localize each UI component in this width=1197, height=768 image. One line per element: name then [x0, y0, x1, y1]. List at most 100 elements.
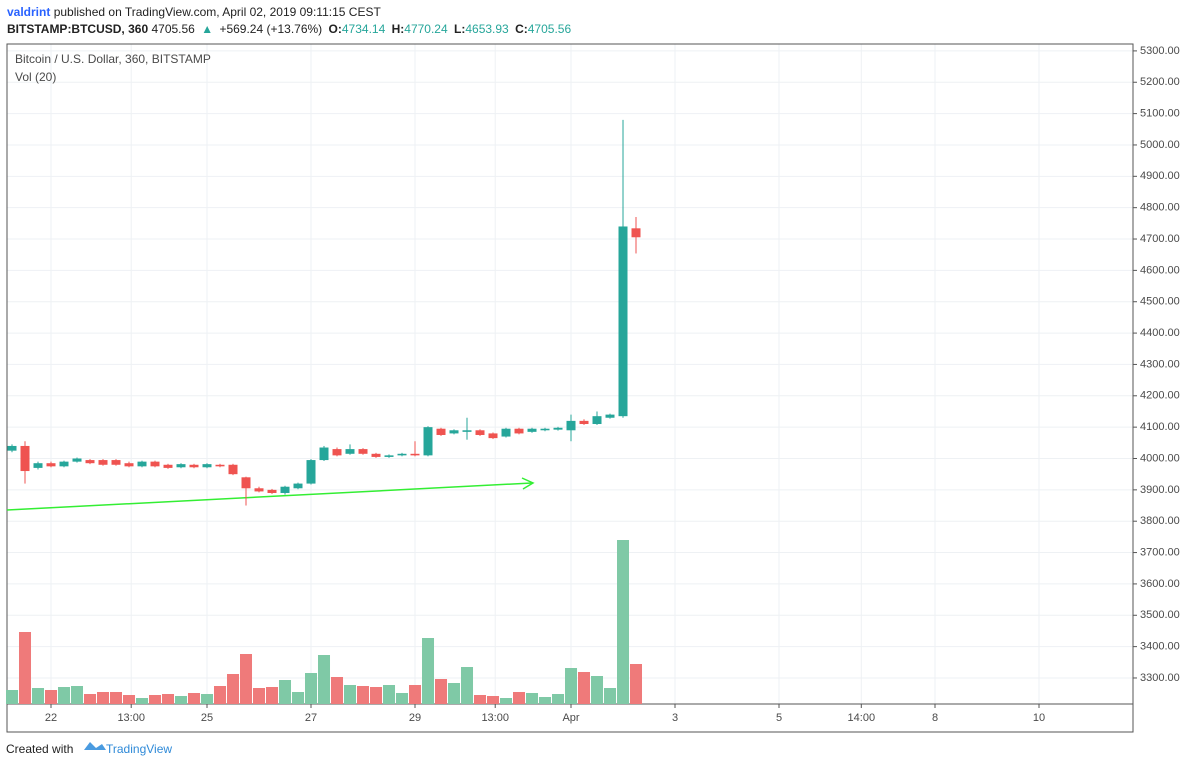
candle-body [540, 428, 550, 431]
candle-body [7, 445, 17, 451]
volume-bar [344, 685, 357, 704]
volume-bar [162, 694, 175, 704]
y-tick-label: 4300.00 [1140, 358, 1180, 370]
x-tick-label: 29 [409, 712, 421, 724]
x-tick-label: 25 [201, 712, 213, 724]
volume-bar [448, 683, 461, 704]
candle-body [332, 449, 342, 456]
volume-bar [422, 638, 435, 704]
volume-bar [253, 688, 266, 704]
volume-bar [552, 694, 565, 704]
candle-body [293, 483, 303, 489]
volume-bar [396, 693, 409, 704]
candle-body [449, 430, 459, 434]
candle-body [436, 428, 446, 435]
x-tick-label: 27 [305, 712, 317, 724]
candle-body [137, 461, 147, 467]
candle-body [579, 420, 589, 425]
volume-bar [565, 668, 578, 704]
y-tick-label: 3500.00 [1140, 609, 1180, 621]
volume-bar [370, 687, 383, 704]
candle-body [319, 447, 329, 461]
volume-bar [526, 693, 539, 704]
volume-bar [19, 632, 32, 704]
candle-body [176, 464, 186, 468]
volume-bar [214, 686, 227, 704]
candle-body [111, 460, 121, 465]
y-tick-label: 4600.00 [1140, 264, 1180, 276]
volume-bar [500, 698, 513, 704]
y-tick-label: 4100.00 [1140, 421, 1180, 433]
candle-body [501, 428, 511, 437]
volume-bar [487, 696, 500, 704]
x-tick-label: 14:00 [848, 712, 876, 724]
candle-body [202, 464, 212, 468]
candle-body [462, 430, 472, 432]
y-tick-label: 5300.00 [1140, 45, 1180, 57]
footer-created: Created with [6, 742, 73, 756]
y-tick-label: 4700.00 [1140, 233, 1180, 245]
y-tick-label: 3900.00 [1140, 484, 1180, 496]
candle-body [33, 463, 43, 468]
candle-body [553, 427, 563, 430]
candle-body [72, 458, 82, 462]
x-tick-label: 3 [672, 712, 678, 724]
ohlc-key: O: [328, 22, 342, 36]
y-tick-label: 4200.00 [1140, 390, 1180, 402]
x-tick-label: 10 [1033, 712, 1045, 724]
x-tick-label: 22 [45, 712, 57, 724]
volume-bar [461, 667, 474, 704]
candle-body [124, 463, 134, 467]
volume-bar [591, 676, 604, 704]
volume-bar [97, 692, 110, 704]
volume-label: Vol (20) [15, 70, 56, 84]
volume-bar [71, 686, 84, 704]
volume-bar [435, 679, 448, 704]
volume-bar [136, 698, 149, 704]
volume-bar [201, 694, 214, 704]
ohlc-key: L: [454, 22, 466, 36]
volume-bar [630, 664, 643, 704]
grid [7, 44, 1133, 704]
candle-body [384, 455, 394, 457]
candle-body [280, 486, 290, 493]
x-tick-label: 8 [932, 712, 938, 724]
footer-brand[interactable]: TradingView [106, 742, 172, 756]
candle-body [46, 463, 56, 467]
y-tick-label: 4800.00 [1140, 202, 1180, 214]
last-price: 4705.56 [151, 22, 195, 36]
y-tick-label: 5100.00 [1140, 108, 1180, 120]
candle-body [618, 226, 628, 417]
volume-bar [305, 673, 318, 704]
volume-bar [110, 692, 123, 704]
candle-body [254, 488, 264, 492]
candle-body [488, 433, 498, 439]
y-tick-label: 4000.00 [1140, 452, 1180, 464]
candle-body [228, 464, 238, 475]
volume-bar [578, 672, 591, 704]
ohlc-value: 4653.93 [465, 22, 509, 36]
y-tick-label: 5000.00 [1140, 139, 1180, 151]
y-tick-label: 3800.00 [1140, 515, 1180, 527]
candle-body [423, 427, 433, 456]
x-tick-label: 13:00 [117, 712, 145, 724]
publish-line: valdrint published on TradingView.com, A… [7, 5, 384, 19]
published: published on TradingView.com, April 02, … [53, 5, 381, 19]
arrow: ▲ [201, 22, 214, 36]
symbol: BITSTAMP:BTCUSD, 360 [7, 22, 149, 36]
volume-bar [240, 654, 253, 704]
candle-body [215, 464, 225, 467]
chart-title: Bitcoin / U.S. Dollar, 360, BITSTAMP [15, 52, 211, 66]
frame [6, 43, 1134, 733]
volume-bar [227, 674, 240, 704]
volume-bar [318, 655, 331, 704]
volume-bar [84, 694, 97, 704]
candle-body [475, 430, 485, 435]
candle-body [631, 228, 641, 238]
candle-body [85, 460, 95, 464]
candle-body [98, 460, 108, 465]
candle-body [566, 420, 576, 431]
candle-body [592, 416, 602, 425]
